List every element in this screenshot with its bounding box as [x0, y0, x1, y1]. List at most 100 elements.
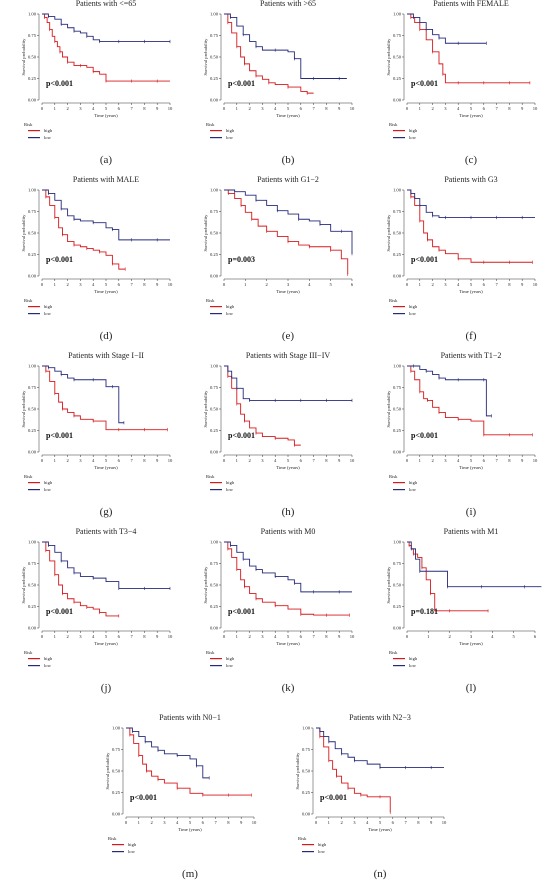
x-tick-label: 5	[287, 106, 290, 111]
x-tick-label: 7	[404, 820, 407, 825]
y-tick-label: 0.75	[210, 385, 219, 390]
x-tick-label: 0	[406, 106, 409, 111]
y-tick-label: 0.50	[393, 583, 402, 588]
x-tick-label: 1	[54, 106, 57, 111]
panel-caption: (m)	[182, 868, 198, 880]
survival-curve-low	[42, 13, 170, 42]
x-tick-label: 4	[274, 634, 277, 639]
y-tick-label: 0.75	[210, 561, 219, 566]
survival-curve-low	[42, 365, 124, 424]
y-tick-label: 1.00	[210, 364, 219, 369]
x-tick-label: 9	[338, 106, 341, 111]
survival-curve-high	[224, 189, 349, 275]
x-tick-label: 0	[125, 820, 128, 825]
x-tick-label: 7	[312, 106, 315, 111]
x-axis-label: Time (years)	[459, 465, 483, 470]
panel-caption: (g)	[99, 506, 113, 518]
x-tick-label: 10	[252, 820, 257, 825]
x-tick-label: 4	[176, 820, 179, 825]
legend-title: Risk	[389, 122, 398, 127]
y-tick-label: 0.50	[393, 407, 402, 412]
y-tick-label: 0.00	[393, 98, 402, 103]
x-tick-label: 4	[274, 458, 277, 463]
x-tick-label: 1	[244, 282, 247, 287]
legend-label-high: high	[318, 842, 327, 847]
legend-label-low: low	[409, 311, 417, 316]
y-tick-label: 0.75	[112, 747, 121, 752]
km-panel: Patients with MALE 0.00 0.25 0.50 0.75 1.00 0 1…	[18, 175, 178, 341]
x-tick-label: 0	[223, 458, 226, 463]
survival-curve-high	[407, 189, 533, 263]
km-panel: Patients with M0 0.00 0.25 0.50 0.75 1.00 0 1 2 3…	[200, 527, 360, 693]
x-tick-label: 3	[470, 634, 473, 639]
p-value: p<0.001	[130, 793, 157, 802]
y-tick-label: 1.00	[302, 726, 311, 731]
legend-label-low: low	[409, 663, 417, 668]
x-tick-label: 6	[534, 634, 537, 639]
survival-curve-high	[42, 541, 119, 617]
x-tick-label: 3	[444, 106, 447, 111]
y-tick-label: 1.00	[393, 540, 402, 545]
chart-title: Patients with MALE	[73, 175, 139, 184]
x-tick-label: 5	[105, 458, 108, 463]
chart-title: Patients with N0−1	[159, 713, 221, 722]
survival-curve-low	[126, 727, 210, 779]
y-tick-label: 0.75	[28, 209, 37, 214]
km-panel: Patients with T1−2 0.00 0.25 0.50 0.75 1.00 0 1…	[383, 351, 543, 517]
y-tick-label: 0.75	[210, 33, 219, 38]
legend-label-high: high	[409, 480, 418, 485]
x-tick-label: 1	[54, 634, 57, 639]
legend-title: Risk	[389, 650, 398, 655]
legend-label-high: high	[44, 304, 53, 309]
x-tick-label: 9	[156, 458, 159, 463]
x-tick-label: 3	[287, 282, 290, 287]
km-panel: Patients with <=65 0.00 0.25 0.50 0.75 1.00 0 1…	[18, 0, 178, 165]
legend-label-high: high	[44, 128, 53, 133]
y-tick-label: 0.50	[210, 407, 219, 412]
x-tick-label: 6	[300, 634, 303, 639]
y-axis-label: Survival probability	[203, 214, 208, 252]
x-tick-label: 6	[202, 820, 205, 825]
legend-label-low: low	[226, 311, 234, 316]
y-tick-label: 0.75	[302, 747, 311, 752]
x-tick-label: 2	[66, 634, 69, 639]
x-tick-label: 3	[79, 106, 82, 111]
survival-curve-low	[224, 365, 352, 401]
x-tick-label: 3	[261, 634, 264, 639]
x-tick-label: 2	[449, 634, 452, 639]
x-tick-label: 6	[483, 458, 486, 463]
x-tick-label: 4	[457, 458, 460, 463]
x-tick-label: 4	[491, 634, 494, 639]
legend-label-low: low	[44, 311, 52, 316]
x-tick-label: 10	[168, 458, 173, 463]
km-chart: Patients with Stage I−II 0.00 0.25 0.50 0.75…	[21, 351, 173, 492]
y-tick-label: 1.00	[393, 364, 402, 369]
x-tick-label: 0	[41, 634, 44, 639]
panel-caption: (n)	[373, 868, 387, 880]
x-tick-label: 5	[470, 458, 473, 463]
x-tick-label: 9	[521, 282, 524, 287]
legend-label-low: low	[44, 487, 52, 492]
y-axis-label: Survival probability	[203, 566, 208, 604]
y-tick-label: 0.00	[210, 626, 219, 631]
y-axis-label: Survival probability	[386, 390, 391, 428]
legend-title: Risk	[298, 836, 307, 841]
x-axis-label: Time (years)	[459, 641, 483, 646]
x-tick-label: 2	[431, 282, 434, 287]
x-axis-label: Time (years)	[276, 465, 300, 470]
survival-curve-high	[42, 189, 126, 270]
x-axis-label: Time (years)	[459, 113, 483, 118]
p-value: p<0.001	[228, 607, 255, 616]
x-tick-label: 5	[105, 106, 108, 111]
x-tick-label: 7	[214, 820, 217, 825]
panel-caption: (h)	[281, 506, 295, 518]
y-tick-label: 0.25	[28, 604, 37, 609]
legend-label-high: high	[44, 480, 53, 485]
x-tick-label: 8	[227, 820, 230, 825]
km-chart: Patients with M0 0.00 0.25 0.50 0.75 1.00 0 1 2 3…	[203, 527, 355, 668]
panel-caption: (c)	[464, 154, 478, 166]
legend-title: Risk	[108, 836, 117, 841]
x-tick-label: 10	[168, 106, 173, 111]
km-panel: Patients with Stage III−IV 0.00 0.25 0.50 0.…	[200, 351, 360, 517]
x-tick-label: 6	[118, 634, 121, 639]
